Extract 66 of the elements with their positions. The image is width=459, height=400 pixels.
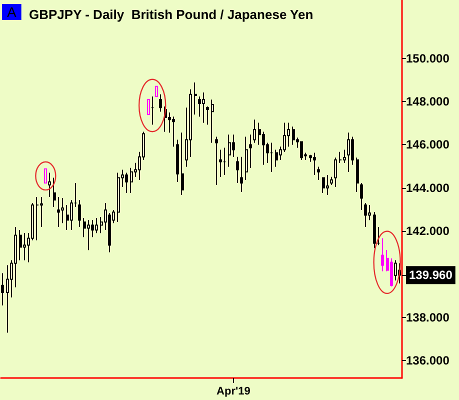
candlestick [194,82,197,115]
candlestick [223,147,226,176]
candlestick [275,149,278,168]
candlestick [236,156,239,184]
candlestick [125,172,128,194]
candlestick [360,182,363,210]
candlestick [181,132,184,196]
candlestick [19,230,22,261]
candlestick [253,119,256,144]
candlestick [240,156,243,193]
y-tick-label: 148.000 [406,94,450,109]
candlestick [117,172,120,223]
candlestick [326,174,329,196]
y-tick-label: 139.960 [409,268,453,282]
candlestick [364,202,367,228]
y-tick-label: 144.000 [406,180,450,195]
candlestick [339,151,342,164]
candlestick [147,99,150,115]
candlestick [313,152,316,176]
candlestick [61,198,64,224]
candlestick [270,142,273,172]
candlestick [373,212,376,249]
candlestick [53,177,56,208]
candlestick [245,136,248,180]
candlestick [172,116,175,148]
candlestick [228,134,231,168]
candlestick [394,260,397,281]
candlestick [95,218,98,234]
y-tick-label: 142.000 [406,224,450,238]
y-tick-label: 136.000 [406,354,450,368]
candlestick [36,196,39,241]
candlestick [206,106,209,126]
text: GBPJPY - Daily British Pound / Japanese Yen [29,7,314,22]
candlestick [215,136,218,186]
candlestick [155,86,158,98]
candlestick [300,141,303,160]
candlestick [6,264,9,334]
candlestick [381,238,384,272]
candlestick [202,92,205,124]
candlestick [151,96,154,126]
candlestick [87,220,90,251]
y-tick-label: 150.000 [406,51,450,66]
candlestick [159,94,162,112]
candlestick [292,126,295,146]
candlestick [334,157,337,188]
candlestick [347,132,350,172]
candlestick [356,157,359,193]
candlestick [219,149,222,178]
candlestick [343,149,346,164]
y-tick-label: 138.000 [406,310,450,325]
candlestick [130,167,133,194]
annotation: A [7,4,17,20]
candlestick [249,134,252,168]
candlestick [211,99,214,144]
candlestick [317,166,320,180]
candlestick [23,232,26,261]
candlestick [330,176,333,186]
candlestick [66,204,69,231]
x-tick-label: Apr'19 [216,386,250,398]
candlestick [1,272,4,306]
candlestick [48,172,51,198]
candlestick [78,200,81,228]
candlestick [322,177,325,194]
candlestick [176,139,179,182]
candlestick [57,196,60,228]
y-tick-label: 146.000 [406,138,450,152]
